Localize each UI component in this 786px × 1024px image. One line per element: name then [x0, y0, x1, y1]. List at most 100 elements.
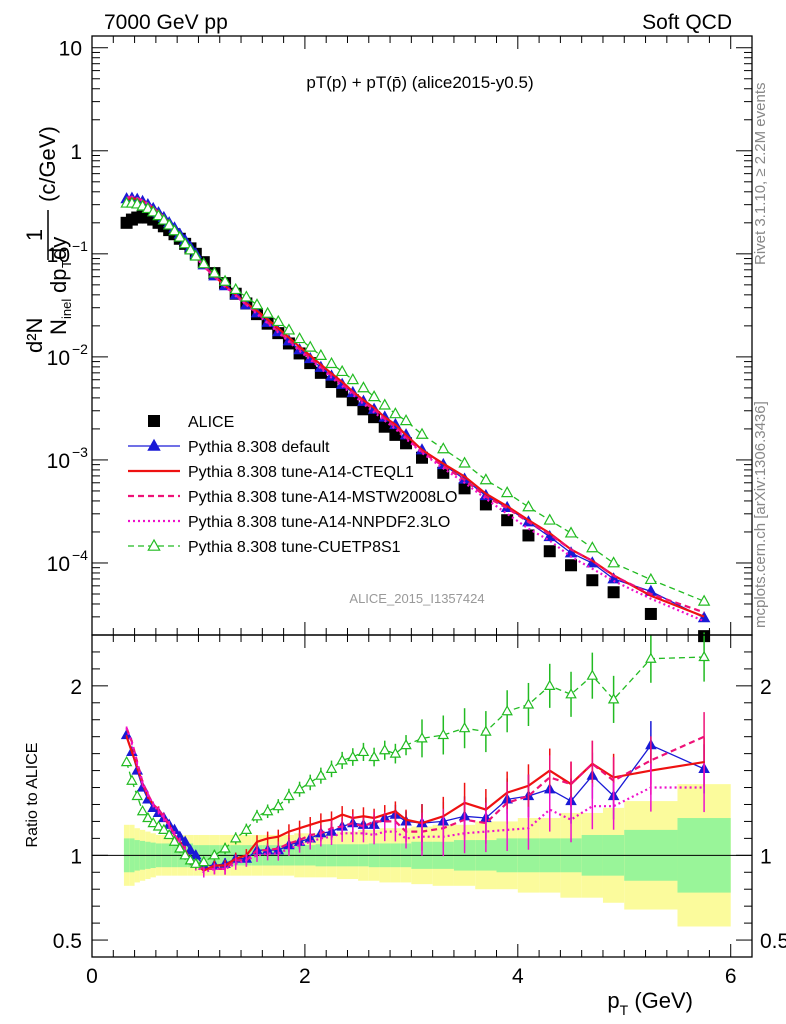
alice-point — [607, 586, 620, 599]
rivet-note: Rivet 3.1.10, ≥ 2.2M events — [752, 83, 769, 266]
ratio-series-3 — [125, 726, 705, 878]
alice-point — [416, 451, 428, 464]
cuetp8s1-point — [157, 213, 171, 225]
cuetp8s1-point — [458, 456, 471, 468]
cuetp8s1-point — [184, 243, 197, 255]
alice-point — [543, 545, 556, 558]
legend-label: Pythia 8.308 tune-A14-NNPDF2.3LO — [188, 514, 450, 531]
cuetp8s1-point — [178, 237, 192, 249]
cuetp8s1-ratio-point — [378, 744, 391, 755]
cuetp8s1-point — [586, 541, 599, 553]
legend-item-2: Pythia 8.308 tune-A14-CTEQL1 — [128, 464, 414, 481]
cuetp8s1-ratio-point — [347, 750, 359, 762]
x-tick-label: 2 — [299, 965, 311, 988]
main-y-tick-exponent: −2 — [72, 341, 88, 357]
svg-text:1: 1 — [22, 229, 47, 241]
svg-text:T: T — [59, 260, 74, 268]
x-tick-label: 6 — [725, 965, 737, 988]
cuetp8s1-ratio-point — [126, 774, 138, 785]
main-y-tick-label: 10 — [47, 553, 70, 576]
main-series-3 — [126, 195, 705, 614]
main-ylabel: 1 d²N N inel dp T dy (c/GeV) — [22, 126, 74, 353]
main-y-tick-exponent: −1 — [72, 238, 88, 254]
ratio-line — [125, 727, 705, 874]
cuetp8s1-point — [314, 348, 328, 361]
cuetp8s1-point — [346, 373, 360, 385]
main-y-tick-label: 10 — [59, 38, 82, 61]
cuetp8s1-ratio-point — [522, 698, 535, 709]
main-y-tick-label: 1 — [70, 141, 82, 164]
cuetp8s1-point — [389, 407, 402, 419]
cuetp8s1-point — [522, 500, 535, 512]
cuetp8s1-ratio-point — [131, 789, 144, 801]
cuetp8s1-ratio-point — [501, 705, 513, 716]
cuetp8s1-point — [437, 442, 450, 454]
cuetp8s1-ratio-point — [198, 855, 210, 867]
cuetp8s1-point — [500, 486, 514, 498]
legend-item-4: Pythia 8.308 tune-A14-NNPDF2.3LO — [128, 514, 450, 531]
main-series-5 — [120, 196, 711, 606]
svg-text:dy: dy — [46, 237, 71, 260]
cuetp8s1-point — [152, 209, 165, 221]
cuetp8s1-ratio-point — [152, 820, 165, 831]
x-tick-label: 4 — [512, 965, 524, 988]
mcplots-note: mcplots.cern.ch [arXiv:1306.3436] — [752, 401, 769, 628]
legend-marker — [147, 438, 161, 451]
main-line — [126, 195, 705, 623]
ratio-y-tick-label: 0.5 — [53, 930, 82, 953]
header-right: Soft QCD — [642, 11, 732, 34]
svg-text:N: N — [46, 319, 71, 335]
alice-point — [378, 420, 391, 433]
cuetp8s1-ratio-point — [168, 835, 181, 846]
alice-point — [501, 514, 514, 527]
header-left: 7000 GeV pp — [104, 11, 228, 34]
cuetp8s1-point — [189, 249, 203, 261]
main-y-tick-exponent: −3 — [72, 444, 88, 460]
cuetp8s1-ratio-point — [336, 754, 348, 765]
ratio-line — [125, 727, 705, 870]
cuetp8s1-ratio-point — [368, 750, 380, 762]
cuetp8s1-point — [197, 257, 211, 269]
x-tick-label: 0 — [86, 965, 98, 988]
cuetp8s1-point — [335, 364, 349, 377]
cuetp8s1-ratio-point — [543, 679, 556, 690]
cuetp8s1-ratio-point — [437, 728, 450, 740]
ratio-series-4 — [120, 632, 710, 869]
cuetp8s1-ratio-point — [120, 755, 133, 767]
ratio-y-tick-label-right: 0.5 — [760, 930, 786, 953]
cuetp8s1-point — [162, 218, 176, 230]
svg-text:d²N: d²N — [22, 318, 47, 353]
main-y-tick-label: 10 — [47, 347, 70, 370]
cuetp8s1-ratio-point — [272, 799, 285, 811]
ratio-y-tick-label: 1 — [70, 845, 82, 868]
main-y-tick-label: 10 — [47, 450, 70, 473]
ratio-frame — [91, 634, 753, 958]
cuetp8s1-ratio-point — [698, 650, 710, 662]
cuetp8s1-ratio-point — [586, 669, 599, 680]
cuetp8s1-ratio-point — [389, 747, 402, 758]
legend-item-1: Pythia 8.308 default — [128, 438, 330, 456]
ratio-y-tick-label-right: 2 — [760, 676, 772, 699]
cuetp8s1-ratio-point — [136, 805, 149, 816]
cuetp8s1-point — [479, 473, 493, 485]
legend-item-5: Pythia 8.308 tune-CUETP8S1 — [128, 538, 401, 556]
alice-point — [437, 466, 450, 479]
legend-label: Pythia 8.308 default — [188, 439, 330, 456]
cuetp8s1-ratio-point — [147, 816, 159, 828]
cuetp8s1-point — [229, 282, 242, 295]
cuetp8s1-point — [250, 298, 264, 310]
alice-point — [586, 574, 599, 587]
cuetp8s1-ratio-point — [400, 738, 412, 750]
main-y-tick-label: 10 — [47, 244, 70, 267]
cuetp8s1-point — [146, 205, 160, 217]
plot-title: pT(p) + pT(p̄) (alice2015-y0.5) — [306, 73, 533, 92]
default-ratio-point — [184, 844, 197, 855]
cuetp8s1-point — [272, 314, 285, 327]
cuetp8s1-ratio-point — [208, 849, 221, 860]
svg-text:(c/GeV): (c/GeV) — [35, 126, 60, 202]
cuetp8s1-ratio-point — [142, 811, 154, 823]
ratio-ylabel: Ratio to ALICE — [24, 743, 41, 848]
cuetp8s1-point — [303, 340, 317, 352]
cuetp8s1-point — [240, 290, 253, 302]
cuetp8s1-point — [261, 306, 274, 318]
